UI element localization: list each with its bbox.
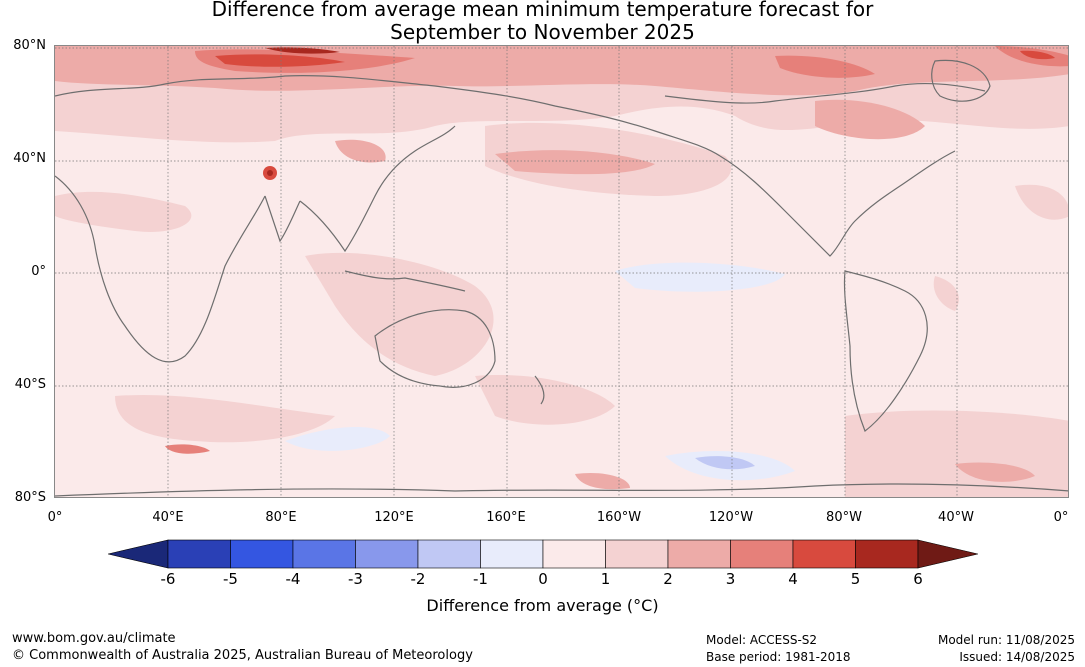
colorbar-extension-high xyxy=(917,539,978,569)
lon-label-160e: 160°E xyxy=(486,510,526,525)
colorbar-tick-label: 0 xyxy=(538,570,548,588)
colorbar-title: Difference from average (°C) xyxy=(426,596,659,615)
forecast-map-svg xyxy=(55,46,1068,497)
lon-label-80w: 80°W xyxy=(826,510,862,525)
chart-title-line-1: Difference from average mean minimum tem… xyxy=(211,0,874,21)
colorbar-tick-label: -2 xyxy=(410,570,426,588)
lon-label-0-east: 0° xyxy=(1053,510,1069,525)
anomaly-zone-5-plus xyxy=(265,47,340,176)
lat-label-40n: 40°N xyxy=(13,151,46,166)
colorbar-bin xyxy=(542,539,606,569)
footer-model-run: Model run: 11/08/2025 xyxy=(937,633,1075,647)
lon-label-80e: 80°E xyxy=(265,510,297,525)
lat-label-0: 0° xyxy=(31,264,46,279)
colorbar-extension-low xyxy=(108,539,169,569)
colorbar-tick-label: 1 xyxy=(600,570,611,588)
lon-label-120w: 120°W xyxy=(708,510,754,525)
footer-left: www.bom.gov.au/climate © Commonwealth of… xyxy=(12,630,473,664)
colorbar-tick-label: -3 xyxy=(348,570,363,588)
colorbar-tick-label: -5 xyxy=(223,570,238,588)
colorbar-tick-label: 2 xyxy=(663,570,673,588)
colorbar-bin xyxy=(605,539,669,569)
colorbar-tick-label: -6 xyxy=(160,570,176,588)
footer-model-info: Model: ACCESS-S2 Base period: 1981-2018 xyxy=(706,632,851,666)
colorbar xyxy=(108,539,978,569)
colorbar-bin xyxy=(730,539,794,569)
lon-label-40w: 40°W xyxy=(938,510,974,525)
lon-label-160w: 160°W xyxy=(596,510,642,525)
coastlines xyxy=(55,59,1068,497)
colorbar-bin xyxy=(355,539,419,569)
lat-label-80s: 80°S xyxy=(14,490,46,505)
colorbar-tick-label: 4 xyxy=(788,570,798,588)
footer-url[interactable]: www.bom.gov.au/climate xyxy=(12,631,176,646)
footer-copyright: © Commonwealth of Australia 2025, Austra… xyxy=(12,648,473,663)
colorbar-tick-label: -1 xyxy=(473,570,488,588)
colorbar-bin xyxy=(417,539,481,569)
colorbar-bin xyxy=(480,539,544,569)
colorbar-segments xyxy=(108,539,978,569)
colorbar-tick-label: 5 xyxy=(850,570,861,588)
colorbar-tick-label: 6 xyxy=(913,570,923,588)
lon-label-40e: 40°E xyxy=(152,510,184,525)
colorbar-bin xyxy=(855,539,919,569)
colorbar-tick-label: 3 xyxy=(725,570,736,588)
lon-label-0: 0° xyxy=(47,510,63,525)
colorbar-bin xyxy=(792,539,856,569)
footer-base-period: Base period: 1981-2018 xyxy=(706,650,851,664)
lat-label-40s: 40°S xyxy=(14,377,46,392)
colorbar-bin xyxy=(167,539,231,569)
colorbar-bin xyxy=(667,539,731,569)
gridlines xyxy=(55,46,1068,497)
footer-run-info: Model run: 11/08/2025 Issued: 14/08/2025 xyxy=(938,632,1075,666)
footer-model: Model: ACCESS-S2 xyxy=(706,633,818,647)
colorbar-bin xyxy=(292,539,356,569)
footer-issued: Issued: 14/08/2025 xyxy=(959,650,1075,664)
colorbar-tick-label: -4 xyxy=(285,570,301,588)
anomaly-zone-negative-strong xyxy=(695,456,755,470)
chart-title-line-2: September to November 2025 xyxy=(390,20,695,44)
forecast-map xyxy=(54,45,1069,498)
lat-label-80n: 80°N xyxy=(13,38,46,53)
colorbar-bin xyxy=(230,539,294,569)
lon-label-120e: 120°E xyxy=(374,510,414,525)
